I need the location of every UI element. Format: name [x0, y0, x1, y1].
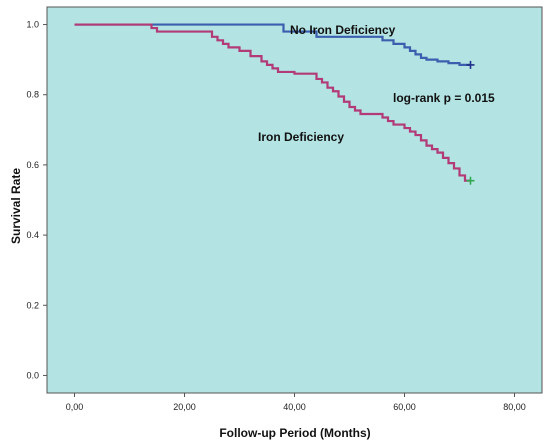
y-axis-title: Survival Rate — [9, 168, 23, 244]
label-no-iron-deficiency: No Iron Deficiency — [290, 23, 396, 37]
series-line-no-iron-deficiency — [74, 23, 471, 66]
censor-mark-iron-deficiency — [466, 176, 475, 185]
x-tick-label: 0,00 — [66, 402, 84, 412]
label-iron-deficiency: Iron Deficiency — [258, 130, 344, 144]
y-tick-label: 0.6 — [26, 160, 39, 170]
y-tick-label: 0.4 — [26, 230, 39, 240]
y-tick-label: 0.0 — [26, 370, 39, 380]
x-tick-label: 80,00 — [503, 402, 526, 412]
x-axis-title: Follow-up Period (Months) — [219, 426, 370, 440]
annotation-log-rank: log-rank p = 0.015 — [393, 91, 495, 105]
y-tick-label: 0.8 — [26, 90, 39, 100]
series-line-iron-deficiency — [74, 23, 471, 182]
x-tick-label: 20,00 — [173, 402, 196, 412]
x-tick-label: 60,00 — [393, 402, 416, 412]
y-tick-label: 1.0 — [26, 20, 39, 30]
x-tick-label: 40,00 — [283, 402, 306, 412]
censor-mark-no-iron-deficiency — [466, 60, 475, 69]
y-tick-label: 0.2 — [26, 300, 39, 310]
